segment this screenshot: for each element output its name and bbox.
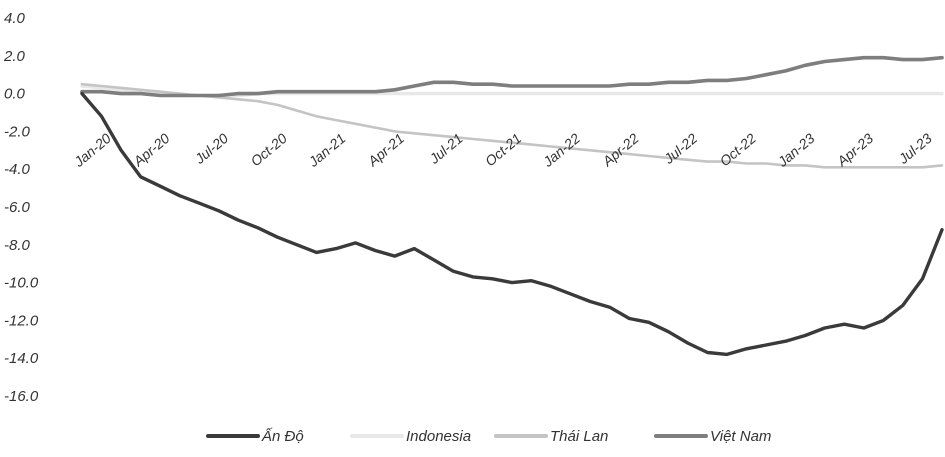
y-tick-label: -16.0 — [4, 388, 39, 405]
x-tick-label: Apr-23 — [833, 130, 876, 170]
x-tick-label: Jan-21 — [305, 130, 349, 170]
y-tick-label: -10.0 — [4, 275, 39, 292]
y-tick-label: 2.0 — [3, 48, 26, 65]
series-line-2 — [80, 82, 944, 169]
y-tick-label: 0.0 — [4, 86, 26, 103]
legend-label-0: Ấn Độ — [261, 427, 304, 445]
y-tick-label: -6.0 — [4, 199, 31, 216]
x-tick-label: Jul-23 — [895, 130, 935, 168]
y-tick-label: -2.0 — [4, 123, 31, 140]
x-tick-label: Apr-22 — [599, 130, 642, 170]
y-tick-label: -12.0 — [4, 312, 39, 329]
x-tick-label: Jul-20 — [191, 130, 231, 168]
x-tick-label: Oct-20 — [247, 130, 290, 169]
y-axis: 4.0 2.0 0.0 -2.0 -4.0 -6.0 -8.0 -10.0 -12.0 -14.0… — [3, 10, 39, 405]
x-tick-label: Apr-20 — [130, 130, 173, 170]
y-tick-label: -8.0 — [4, 237, 31, 254]
legend-label-2: Thái Lan — [550, 428, 608, 445]
y-tick-label: -4.0 — [4, 161, 31, 178]
series-lines — [80, 55, 944, 357]
y-tick-label: 4.0 — [4, 10, 26, 27]
series-line-3 — [80, 55, 944, 98]
series-line-0 — [80, 91, 944, 357]
y-tick-label: -14.0 — [4, 350, 39, 367]
x-tick-label: Jul-22 — [660, 130, 700, 168]
x-tick-label: Apr-21 — [364, 130, 407, 170]
x-tick-label: Oct-21 — [482, 130, 524, 169]
x-tick-label: Jan-20 — [70, 130, 114, 171]
legend-label-3: Việt Nam — [710, 428, 771, 445]
legend: Ấn Độ Indonesia Thái Lan Việt Nam — [206, 427, 771, 445]
legend-label-1: Indonesia — [406, 428, 471, 445]
